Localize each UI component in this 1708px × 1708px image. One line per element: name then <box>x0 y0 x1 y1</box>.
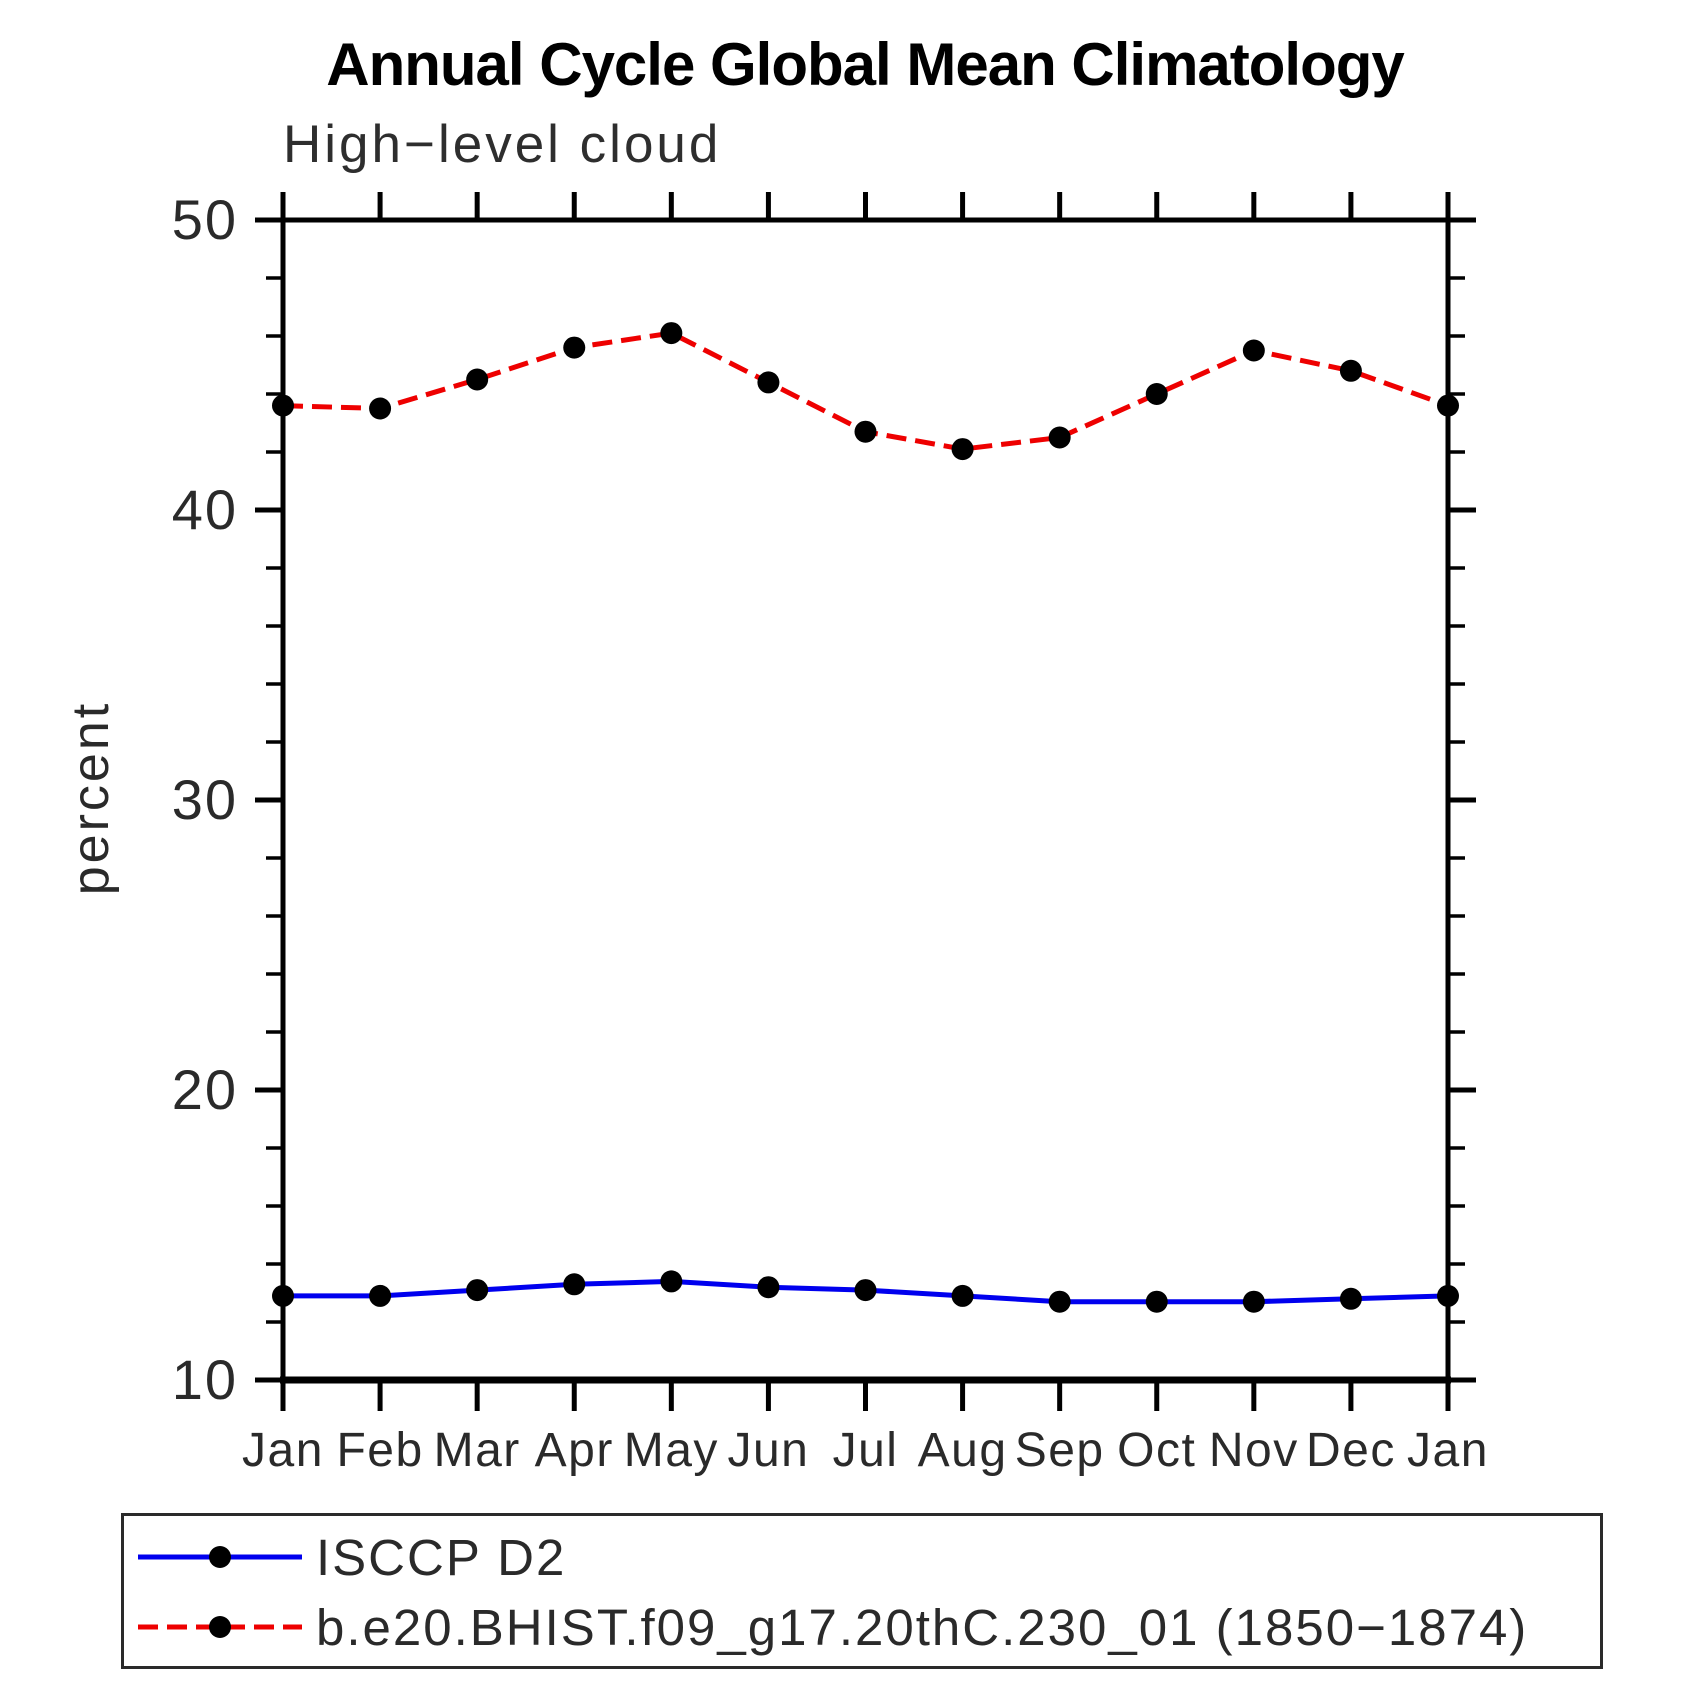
data-point-marker-isccp-d2 <box>1437 1284 1459 1307</box>
x-axis-tick-label: Aug <box>918 1424 1008 1477</box>
data-point-marker-b-e20-bhist-f09-g17-20thc-230-01-1850-18 <box>660 322 683 345</box>
y-axis-tick-label: 20 <box>172 1058 238 1121</box>
y-axis-tick-label: 30 <box>172 768 238 831</box>
data-point-marker-isccp-d2 <box>1048 1290 1071 1313</box>
legend-label-isccp-d2: ISCCP D2 <box>316 1528 567 1586</box>
data-point-marker-isccp-d2 <box>272 1284 294 1307</box>
x-axis-tick-label: Feb <box>336 1424 423 1477</box>
data-point-marker-b-e20-bhist-f09-g17-20thc-230-01-1850-18 <box>466 368 489 391</box>
data-point-marker-isccp-d2 <box>1242 1290 1265 1313</box>
x-axis-tick-label: Jan <box>1407 1424 1489 1477</box>
plot-frame <box>280 217 1451 1383</box>
legend-line-sample-isccp-d2 <box>138 1546 302 1568</box>
chart-subtitle: High−level cloud <box>283 115 722 174</box>
x-axis-tick-label: Sep <box>1015 1424 1105 1477</box>
x-axis-tick-label: Mar <box>434 1424 521 1477</box>
data-point-marker-b-e20-bhist-f09-g17-20thc-230-01-1850-18 <box>1145 383 1168 405</box>
legend-marker-isccp-d2 <box>209 1546 231 1568</box>
x-axis-tick-label: Jan <box>242 1424 324 1477</box>
y-axis-label: percent <box>62 701 120 895</box>
data-point-marker-b-e20-bhist-f09-g17-20thc-230-01-1850-18 <box>1242 339 1265 362</box>
x-axis-tick-label: May <box>624 1424 719 1477</box>
data-point-marker-isccp-d2 <box>466 1279 489 1302</box>
data-point-marker-isccp-d2 <box>1339 1287 1362 1310</box>
data-point-marker-isccp-d2 <box>563 1273 586 1296</box>
x-axis-tick-label: Nov <box>1209 1424 1299 1477</box>
chart-title: Annual Cycle Global Mean Climatology <box>326 31 1405 98</box>
y-axis-tick-label: 50 <box>172 188 238 251</box>
legend-marker-model-run <box>209 1616 231 1638</box>
data-point-marker-b-e20-bhist-f09-g17-20thc-230-01-1850-18 <box>1437 394 1459 417</box>
data-point-marker-isccp-d2 <box>660 1270 683 1293</box>
data-point-marker-b-e20-bhist-f09-g17-20thc-230-01-1850-18 <box>563 336 586 359</box>
data-point-marker-isccp-d2 <box>854 1279 877 1302</box>
data-point-marker-isccp-d2 <box>369 1284 392 1307</box>
x-axis-tick-label: Apr <box>535 1424 614 1477</box>
legend-line-sample-model-run <box>138 1616 302 1638</box>
y-axis-tick-label: 40 <box>172 478 238 541</box>
x-axis-tick-label: Oct <box>1117 1424 1196 1477</box>
data-point-marker-isccp-d2 <box>1145 1290 1168 1313</box>
data-point-marker-isccp-d2 <box>951 1284 974 1307</box>
legend-item-model-run: b.e20.BHIST.f09_g17.20thC.230_01 (1850−1… <box>130 1599 1528 1656</box>
y-axis-tick-label: 10 <box>172 1348 238 1411</box>
legend-label-model-run: b.e20.BHIST.f09_g17.20thC.230_01 (1850−1… <box>316 1598 1529 1656</box>
legend-item-isccp-d2: ISCCP D2 <box>130 1529 566 1586</box>
x-axis-tick-label: Dec <box>1306 1424 1396 1477</box>
data-point-marker-b-e20-bhist-f09-g17-20thc-230-01-1850-18 <box>1339 359 1362 382</box>
x-axis-tick-label: Jun <box>727 1424 809 1477</box>
data-point-marker-b-e20-bhist-f09-g17-20thc-230-01-1850-18 <box>272 394 294 417</box>
data-point-marker-b-e20-bhist-f09-g17-20thc-230-01-1850-18 <box>854 420 877 443</box>
data-point-marker-b-e20-bhist-f09-g17-20thc-230-01-1850-18 <box>1048 426 1071 449</box>
data-point-marker-isccp-d2 <box>757 1276 780 1299</box>
data-point-marker-b-e20-bhist-f09-g17-20thc-230-01-1850-18 <box>757 371 780 394</box>
data-point-marker-b-e20-bhist-f09-g17-20thc-230-01-1850-18 <box>369 397 392 420</box>
data-point-marker-b-e20-bhist-f09-g17-20thc-230-01-1850-18 <box>951 438 974 461</box>
x-axis-tick-label: Jul <box>833 1424 899 1477</box>
legend-box: ISCCP D2 b.e20.BHIST.f09_g17.20thC.230_0… <box>121 1513 1603 1669</box>
